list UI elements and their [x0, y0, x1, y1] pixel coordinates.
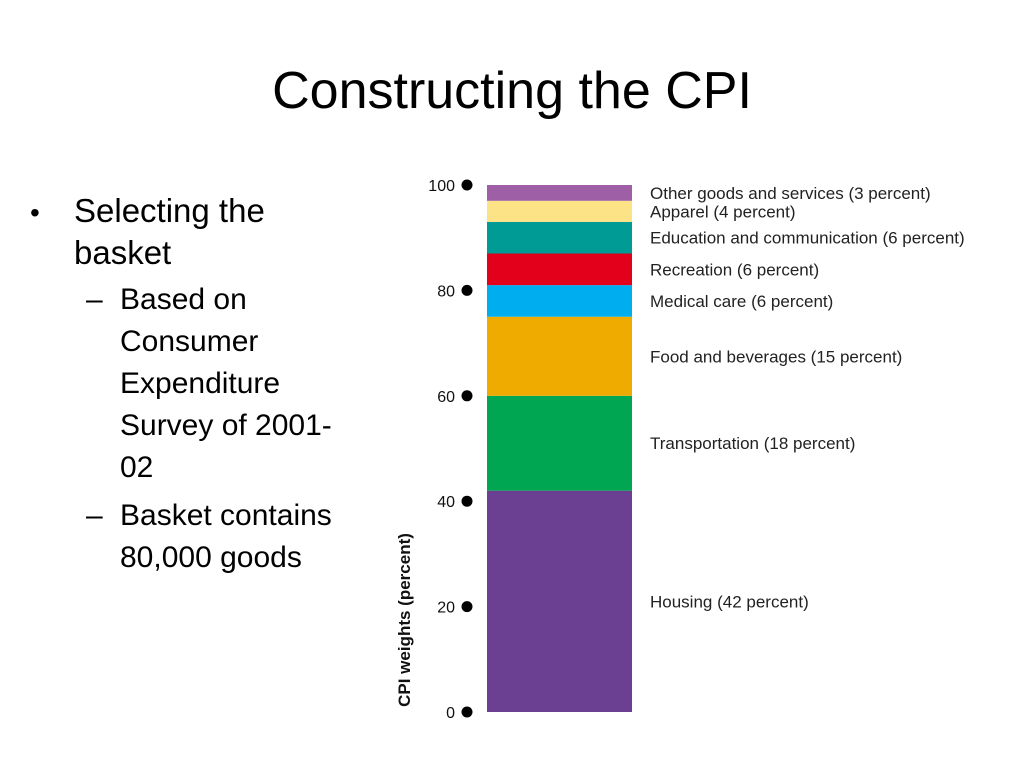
dash-icon: – [86, 499, 103, 533]
y-tick-label: 80 [437, 283, 455, 300]
bar-segment-education-and-communication [487, 221, 632, 254]
bar-segment-food-and-beverages [487, 316, 632, 396]
segment-label: Food and beverages (15 percent) [650, 347, 902, 366]
segment-label: Recreation (6 percent) [650, 260, 819, 279]
sub-bullet-text: Based on Consumer Expenditure Survey of … [120, 283, 332, 485]
y-tick-dot [461, 390, 473, 402]
bar-segment-transportation [487, 395, 632, 491]
bullet-dot-icon: • [30, 197, 40, 228]
sub-bullet-text: Basket contains 80,000 goods [120, 499, 332, 575]
segment-label: Housing (42 percent) [650, 592, 809, 611]
bar-segment-medical-care [487, 285, 632, 317]
segment-label: Apparel (4 percent) [650, 202, 796, 221]
sub-bullet-item: – Basket contains 80,000 goods [86, 495, 360, 579]
y-tick-label: 0 [446, 705, 455, 722]
sub-bullet-item: – Based on Consumer Expenditure Survey o… [86, 279, 360, 489]
bullet-text: Selecting the basket [74, 192, 265, 271]
segment-label: Transportation (18 percent) [650, 434, 855, 453]
y-tick-label: 100 [428, 178, 455, 195]
y-tick-dot [461, 179, 473, 191]
slide-title: Constructing the CPI [272, 62, 752, 120]
segment-labels: Housing (42 percent) Transportation (18 p… [650, 184, 965, 611]
bar-segment-apparel [487, 200, 632, 222]
bullet-list: • Selecting the basket – Based on Consum… [30, 190, 360, 585]
bar-segment-housing [487, 490, 632, 712]
y-tick-dot [461, 601, 473, 613]
y-tick-label: 20 [437, 600, 455, 617]
y-tick-dot [461, 706, 473, 718]
segment-label: Other goods and services (3 percent) [650, 184, 931, 203]
segment-label: Medical care (6 percent) [650, 292, 833, 311]
y-tick-dot [461, 495, 473, 507]
y-axis-title: CPI weights (percent) [395, 533, 414, 707]
y-tick-label: 40 [437, 494, 455, 511]
dash-icon: – [86, 283, 103, 317]
y-axis-ticks: 0 20 40 60 80 100 [428, 178, 473, 722]
segment-label: Education and communication (6 percent) [650, 229, 965, 248]
bar-segment-other-goods-and-services [487, 185, 632, 201]
stacked-bar [487, 185, 632, 712]
y-tick-label: 60 [437, 389, 455, 406]
y-tick-dot [461, 284, 473, 296]
sub-bullet-list: – Based on Consumer Expenditure Survey o… [86, 279, 360, 579]
bullet-item: • Selecting the basket [30, 190, 360, 273]
bar-segment-recreation [487, 253, 632, 286]
